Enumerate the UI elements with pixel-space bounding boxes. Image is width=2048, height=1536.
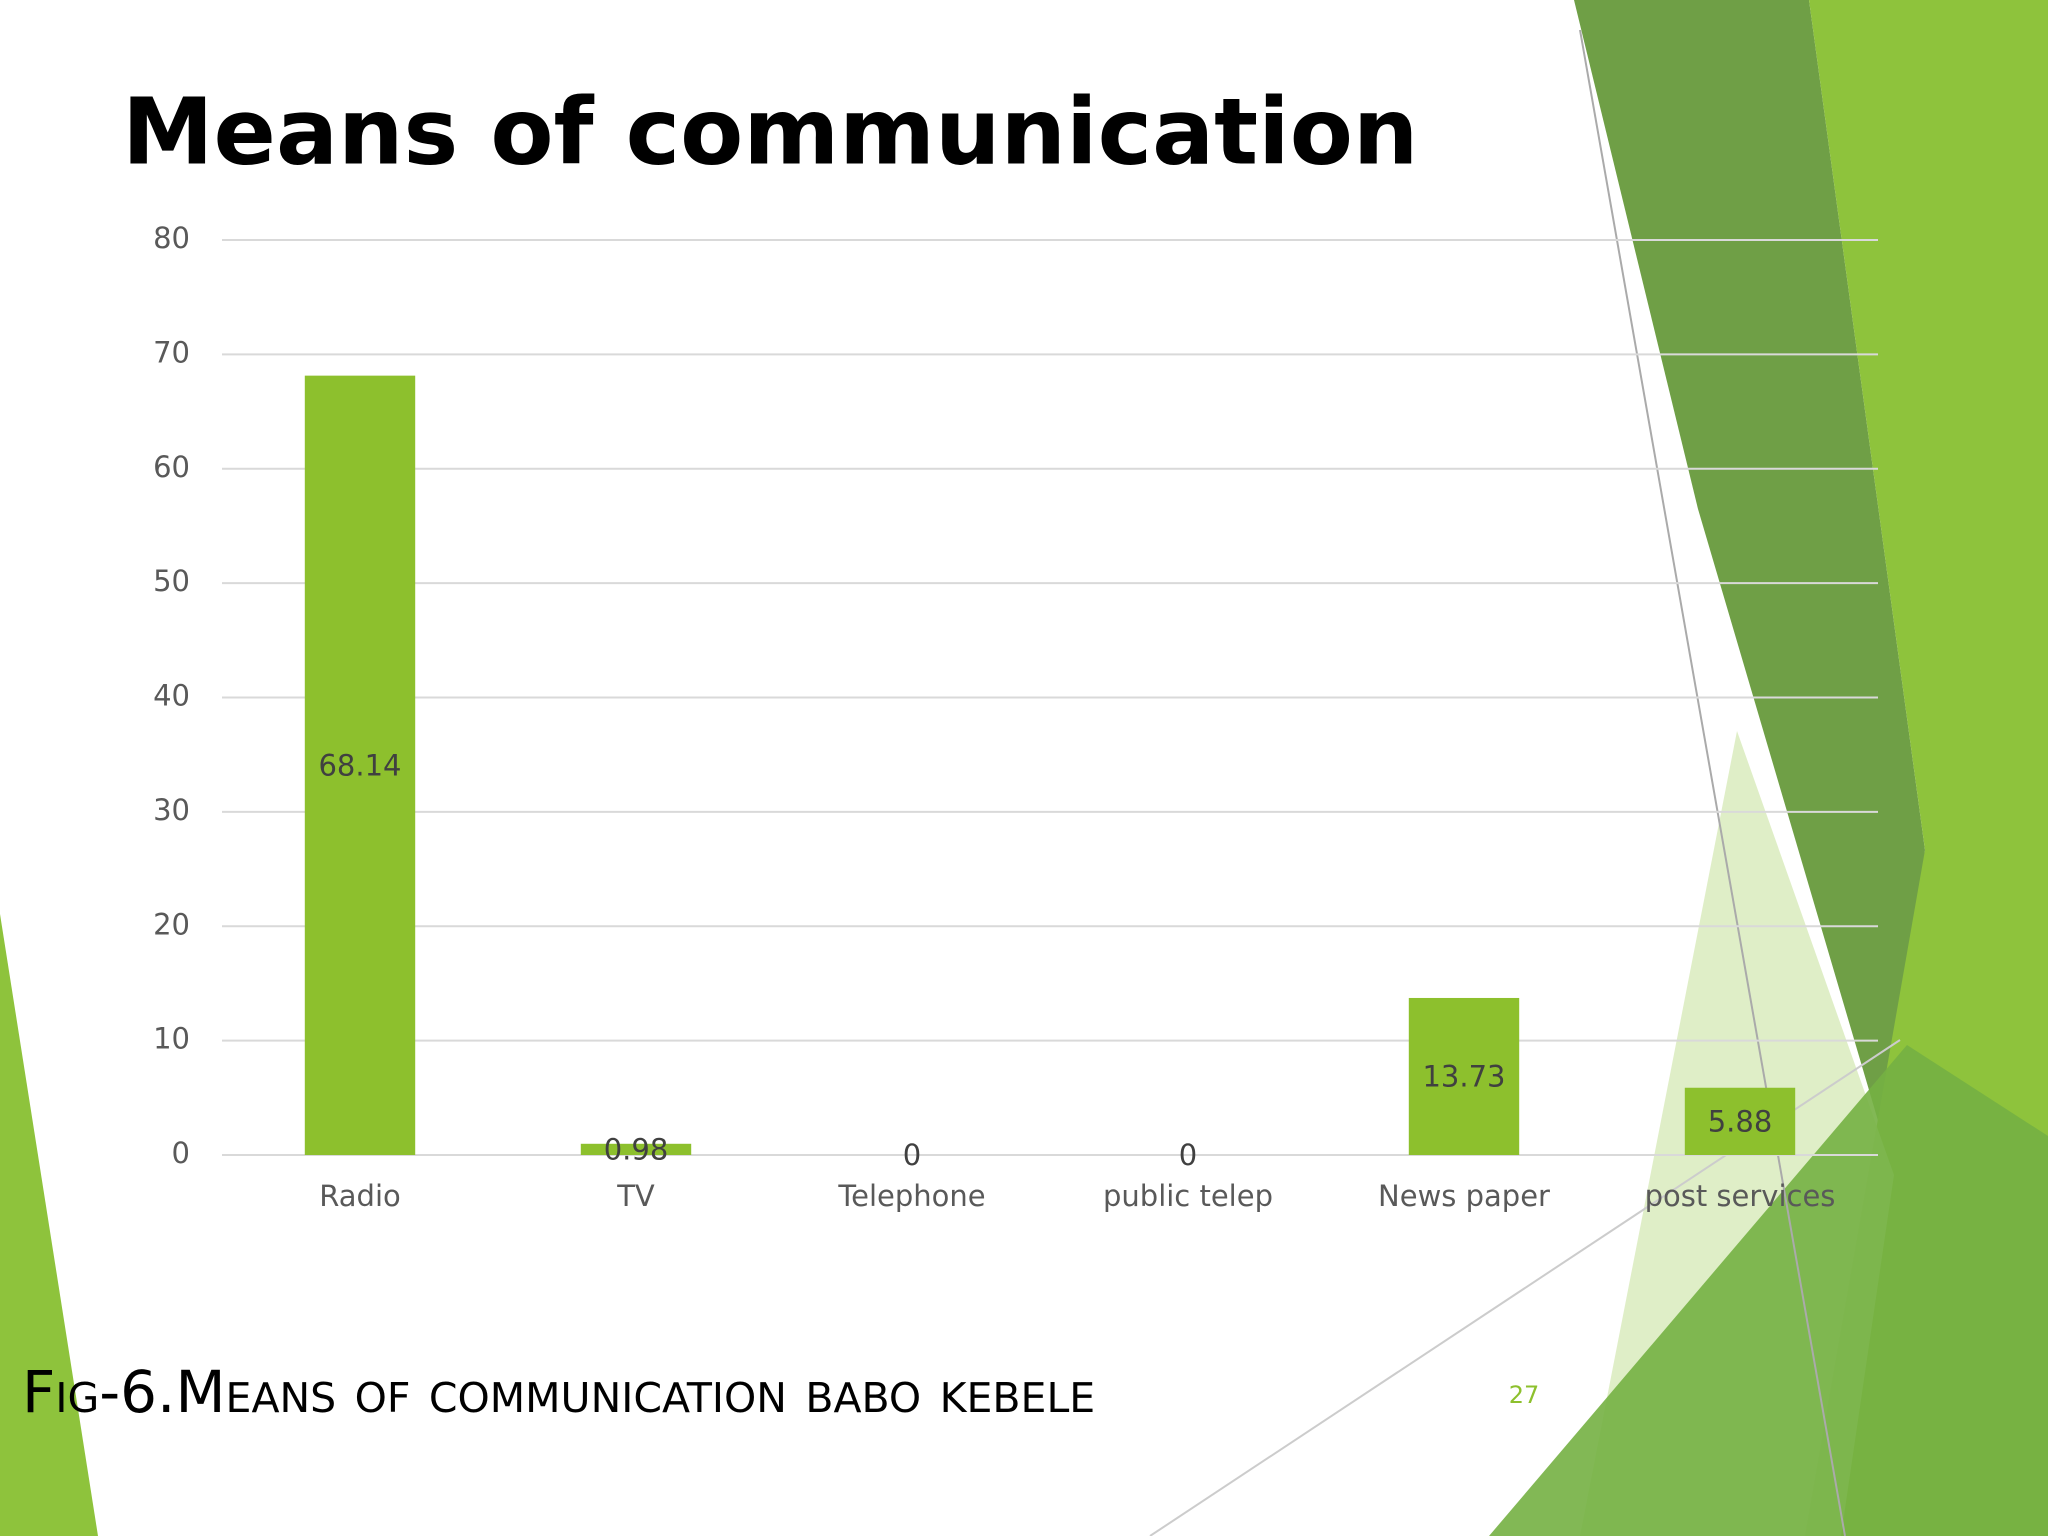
x-tick-label: post services: [1645, 1179, 1836, 1213]
decor-shape: [1574, 0, 1925, 1175]
y-tick-label: 0: [172, 1136, 190, 1170]
decor-line: [1579, 29, 1846, 1536]
chart: 0 10 20 30 40 50 60 70 80 Radio 68.14 TV 0.98 Telepho…: [153, 221, 1878, 1213]
data-label: 13.73: [1422, 1059, 1505, 1093]
y-tick-label: 50: [153, 564, 190, 598]
page-number: 27: [1509, 1381, 1540, 1409]
slide-title: Means of communication: [122, 78, 1418, 185]
caption: Fig-6.Means of communication babo kebele: [22, 1358, 1095, 1426]
decor-shape: [1489, 1045, 2048, 1536]
x-tick-label: public telep: [1103, 1179, 1273, 1213]
data-label: 0.98: [604, 1132, 669, 1166]
data-label: 68.14: [318, 748, 401, 782]
decor-shape: [0, 914, 98, 1536]
x-tick-label: Radio: [319, 1179, 401, 1213]
y-tick-label: 20: [153, 907, 190, 941]
bar: [304, 375, 416, 1155]
x-tick-label: Telephone: [837, 1179, 985, 1213]
bar: [580, 1143, 692, 1155]
y-tick-label: 60: [153, 450, 190, 484]
y-tick-label: 70: [153, 335, 190, 369]
data-label: 0: [1179, 1138, 1197, 1172]
y-tick-label: 40: [153, 679, 190, 713]
x-tick-label: News paper: [1378, 1179, 1550, 1213]
x-tick-label: TV: [616, 1179, 655, 1213]
bar: [1684, 1087, 1796, 1155]
bar: [1408, 997, 1520, 1155]
data-label: 5.88: [1708, 1104, 1773, 1138]
y-tick-label: 80: [153, 221, 190, 255]
data-label: 0: [903, 1138, 921, 1172]
y-tick-label: 10: [153, 1022, 190, 1056]
y-tick-label: 30: [153, 793, 190, 827]
